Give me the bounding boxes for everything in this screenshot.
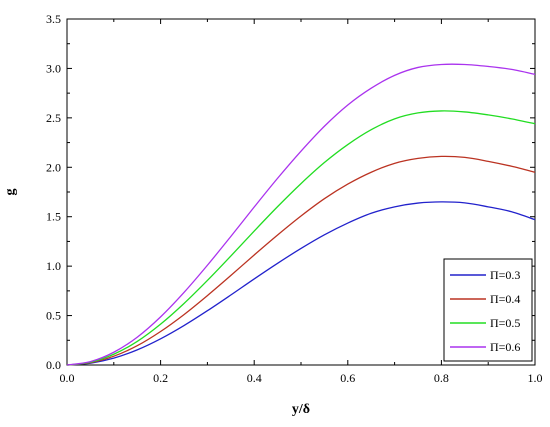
x-tick-label: 0.2 [153,371,168,385]
y-tick-label: 1.5 [46,210,61,224]
series-lines [66,63,536,366]
y-axis-ticks: 0.0 0.5 1.0 1.5 2.0 2.5 3.0 3.5 [46,12,535,372]
x-axis-ticks: 0.0 0.2 0.4 0.6 0.8 1.0 [60,19,543,385]
y-tick-label: 2.0 [46,160,61,174]
y-tick-label: 0.0 [46,358,61,372]
legend-label: Π=0.4 [490,292,520,306]
series-line-3 [66,110,536,366]
y-axis-title: g [3,189,18,196]
y-tick-label: 3.0 [46,61,61,75]
legend-label: Π=0.5 [490,316,520,330]
x-tick-label: 0.8 [434,371,449,385]
series-line-4 [66,63,536,366]
y-tick-label: 3.5 [46,12,61,26]
x-tick-label: 0.4 [247,371,262,385]
legend-label: Π=0.6 [490,340,520,354]
y-tick-label: 2.5 [46,111,61,125]
series-line-2 [66,155,536,366]
x-axis-title: y/δ [292,402,310,417]
y-tick-label: 0.5 [46,309,61,323]
x-tick-label: 1.0 [528,371,543,385]
x-tick-label: 0.6 [340,371,355,385]
y-tick-label: 1.0 [46,259,61,273]
legend-box [443,258,533,362]
legend: Π=0.3 Π=0.4 Π=0.5 Π=0.6 [443,258,533,362]
x-tick-label: 0.0 [60,371,75,385]
legend-label: Π=0.3 [490,268,520,282]
series-line-1 [66,201,536,366]
